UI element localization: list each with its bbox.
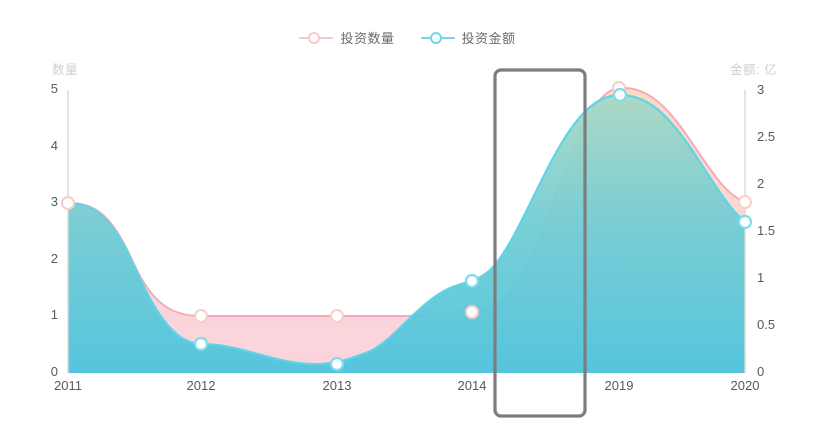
datapoint-amount-2012[interactable] bbox=[193, 336, 209, 352]
datapoint-amount-2019[interactable] bbox=[612, 87, 628, 103]
right-tick-2-5: 2.5 bbox=[757, 129, 776, 144]
right-tick-0: 0 bbox=[757, 364, 765, 379]
x-tick-2014: 2014 bbox=[457, 378, 487, 393]
datapoint-count-2020[interactable] bbox=[738, 195, 752, 209]
right-tick-1: 1 bbox=[757, 270, 765, 285]
left-tick-2: 2 bbox=[50, 251, 58, 266]
left-tick-0: 0 bbox=[50, 364, 58, 379]
left-axis-name: 数量 bbox=[52, 63, 79, 77]
datapoint-count-2013[interactable] bbox=[330, 309, 344, 323]
x-tick-2013: 2013 bbox=[322, 378, 352, 393]
left-tick-1: 1 bbox=[50, 307, 58, 322]
datapoint-count-2012[interactable] bbox=[194, 309, 208, 323]
series-area-amount bbox=[67, 93, 746, 373]
x-tick-2019: 2019 bbox=[604, 378, 634, 393]
x-tick-2011: 2011 bbox=[54, 378, 82, 393]
datapoint-amount-2020[interactable] bbox=[737, 214, 753, 230]
left-tick-5: 5 bbox=[50, 81, 58, 96]
right-tick-0-5: 0.5 bbox=[757, 317, 776, 332]
left-tick-4: 4 bbox=[50, 138, 58, 153]
datapoint-amount-2014[interactable] bbox=[464, 273, 480, 289]
right-tick-1-5: 1.5 bbox=[757, 223, 776, 238]
datapoint-count-2014[interactable] bbox=[465, 305, 479, 319]
datapoint-amount-2013[interactable] bbox=[329, 356, 345, 372]
datapoint-markers-amount bbox=[193, 87, 753, 372]
datapoint-count-2011[interactable] bbox=[61, 196, 75, 210]
right-axis-name: 金额: 亿 bbox=[730, 63, 777, 77]
highlight-rectangle[interactable] bbox=[493, 68, 587, 418]
x-tick-2020: 2020 bbox=[730, 378, 760, 393]
right-tick-3: 3 bbox=[757, 82, 765, 97]
right-tick-2: 2 bbox=[757, 176, 765, 191]
x-tick-2012: 2012 bbox=[186, 378, 216, 393]
left-tick-3: 3 bbox=[50, 194, 58, 209]
